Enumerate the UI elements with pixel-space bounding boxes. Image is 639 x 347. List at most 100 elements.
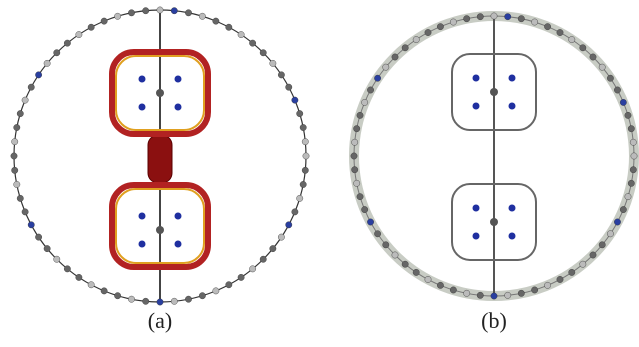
- atom: [278, 234, 284, 240]
- atom: [64, 40, 70, 46]
- atom: [599, 242, 605, 248]
- atom: [620, 99, 626, 105]
- atom: [505, 13, 511, 19]
- atom: [367, 219, 373, 225]
- atom: [226, 24, 232, 30]
- panel-b: (b): [354, 16, 634, 333]
- atom: [142, 298, 148, 304]
- atom: [590, 252, 596, 258]
- linker-isosurface: [148, 135, 172, 183]
- atom: [628, 125, 634, 131]
- atom: [292, 209, 298, 215]
- atom: [249, 40, 255, 46]
- atom: [402, 261, 408, 267]
- atom: [383, 242, 389, 248]
- atom: [625, 112, 631, 118]
- atom: [505, 292, 511, 298]
- metal-atom: [490, 88, 498, 96]
- nitrogen-atom: [175, 104, 182, 111]
- atom: [12, 167, 18, 173]
- atom: [607, 75, 613, 81]
- atom: [249, 266, 255, 272]
- atom: [142, 8, 148, 14]
- atom: [199, 293, 205, 299]
- atom: [302, 167, 308, 173]
- atom: [114, 293, 120, 299]
- atom: [353, 180, 359, 186]
- atom: [297, 195, 303, 201]
- atom: [260, 50, 266, 56]
- atom: [171, 8, 177, 14]
- atom: [76, 274, 82, 280]
- atom: [374, 231, 380, 237]
- atom: [128, 10, 134, 16]
- metal-atom: [490, 218, 498, 226]
- atom: [413, 36, 419, 42]
- atom: [557, 276, 563, 282]
- atom: [17, 110, 23, 116]
- atom: [300, 181, 306, 187]
- atom: [54, 50, 60, 56]
- panel-label: (a): [148, 308, 172, 333]
- atom: [171, 298, 177, 304]
- nitrogen-atom: [139, 104, 146, 111]
- atom: [286, 84, 292, 90]
- atom: [260, 256, 266, 262]
- atom: [101, 288, 107, 294]
- atom: [607, 231, 613, 237]
- atom: [361, 206, 367, 212]
- nitrogen-atom: [139, 241, 146, 248]
- atom: [22, 97, 28, 103]
- atom: [620, 206, 626, 212]
- atom: [278, 72, 284, 78]
- atom: [238, 31, 244, 37]
- atom: [286, 222, 292, 228]
- atom: [14, 124, 20, 130]
- atom: [76, 31, 82, 37]
- atom: [392, 54, 398, 60]
- atom: [303, 153, 309, 159]
- atom: [491, 13, 497, 19]
- atom: [477, 13, 483, 19]
- atom: [44, 60, 50, 66]
- atom: [238, 274, 244, 280]
- panel-label: (b): [481, 308, 507, 333]
- atom: [625, 193, 631, 199]
- atom: [531, 287, 537, 293]
- atom: [128, 296, 134, 302]
- atom: [226, 282, 232, 288]
- atom: [402, 45, 408, 51]
- nitrogen-atom: [473, 205, 480, 212]
- atom: [357, 193, 363, 199]
- atom: [199, 13, 205, 19]
- atom: [544, 282, 550, 288]
- atom: [28, 222, 34, 228]
- atom: [353, 125, 359, 131]
- atom: [270, 60, 276, 66]
- atom: [374, 75, 380, 81]
- atom: [531, 19, 537, 25]
- nitrogen-atom: [509, 103, 516, 110]
- atom: [463, 290, 469, 296]
- nitrogen-atom: [509, 75, 516, 82]
- page: (a) (b) (() => { const data = JSON.parse…: [0, 0, 639, 347]
- atom: [17, 195, 23, 201]
- atom: [35, 72, 41, 78]
- atom: [437, 23, 443, 29]
- atom: [614, 219, 620, 225]
- atom: [569, 269, 575, 275]
- atom: [437, 282, 443, 288]
- atom: [450, 19, 456, 25]
- atom: [630, 139, 636, 145]
- atom: [88, 24, 94, 30]
- atom: [300, 124, 306, 130]
- nitrogen-atom: [139, 213, 146, 220]
- atom: [101, 18, 107, 24]
- atom: [631, 153, 637, 159]
- atom: [367, 87, 373, 93]
- figure: (a) (b): [0, 0, 639, 347]
- atom: [157, 7, 163, 13]
- atom: [590, 54, 596, 60]
- atom: [14, 181, 20, 187]
- atom: [28, 84, 34, 90]
